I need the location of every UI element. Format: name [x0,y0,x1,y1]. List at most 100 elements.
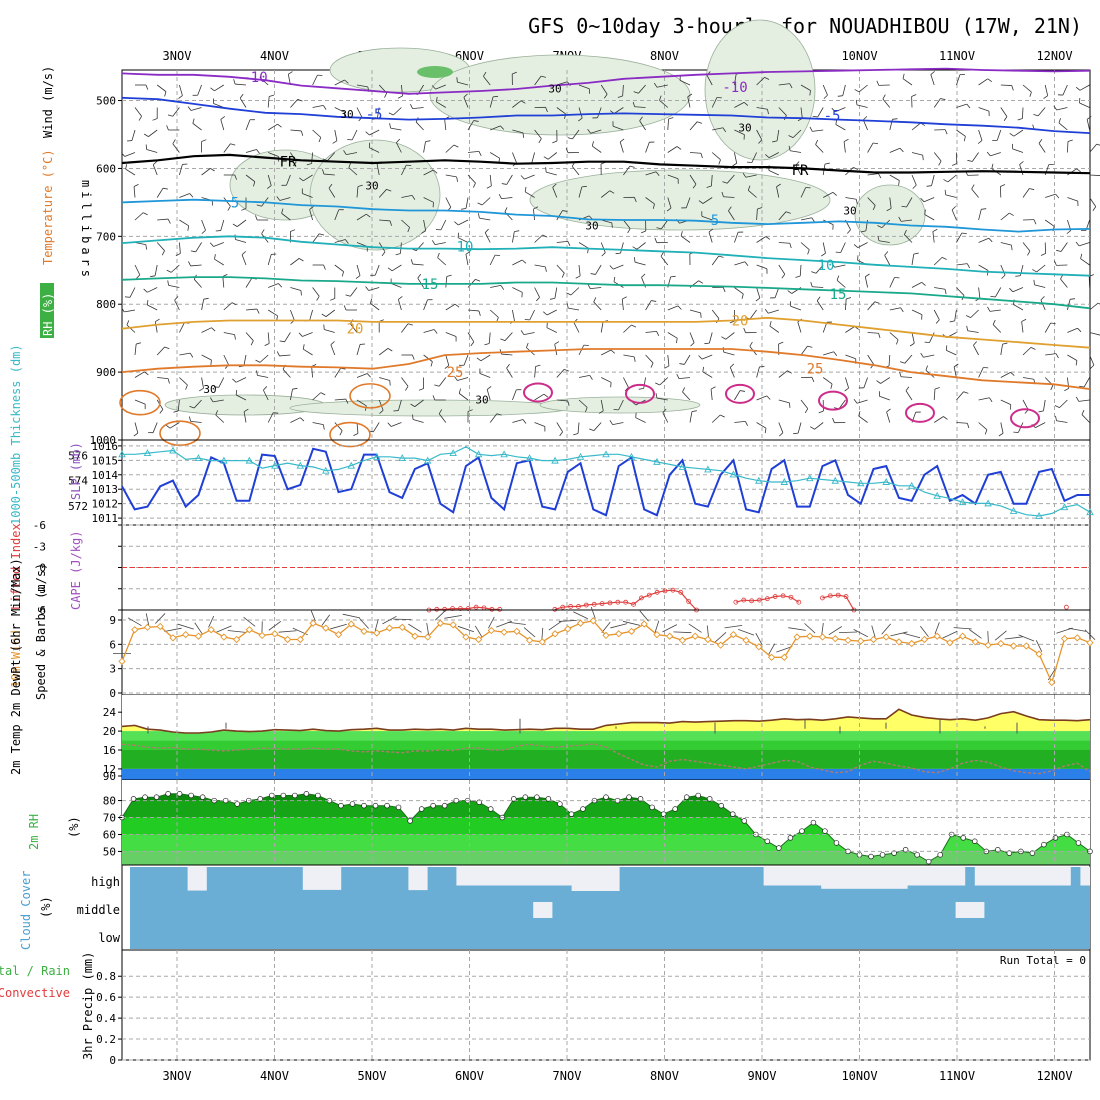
wind-barb [790,305,802,311]
surface-wind-barb [1068,627,1087,632]
wind-barb-flag [453,144,459,148]
wind-barb-flag [321,313,327,317]
wind-barb-flag [749,341,753,347]
wind-barb-flag [900,307,904,313]
wind-barb-flag [984,429,988,435]
thickness-tick-label: 576 [68,450,88,463]
wind-barb [201,299,205,311]
wind-barb-flag [989,397,993,403]
wind-barb-flag [772,140,778,143]
thickness-marker [831,476,840,484]
wind-barb-flag [298,332,303,337]
rh-marker [776,845,782,851]
wind-speed-marker [347,620,355,628]
wind-barb [888,354,891,367]
wind-barb [534,366,536,378]
wind-barb-flag [668,117,674,120]
wind-barb-flag [680,231,683,237]
wind-barb [756,236,767,243]
wind-barb [312,287,320,297]
wind-barb [512,389,517,401]
wind-barb-flag [656,331,660,336]
wind-barb-flag [641,230,646,234]
wind-speed-marker [589,617,597,625]
wind-speed-marker [131,626,139,634]
wind-barb [623,324,632,333]
wind-barb [479,373,491,378]
wind-barb-flag [949,320,955,323]
wind-barb-flag [173,410,179,413]
wind-speed-marker [767,653,776,661]
wind-barb-flag [234,174,237,180]
wind-barb [489,413,498,423]
wind-barb-flag [520,175,525,180]
wind-barb [978,287,981,299]
wind-barb [390,422,402,427]
rh-marker [199,794,206,800]
wind-barb-flag [522,132,524,138]
surface-wind-barb [227,630,246,633]
wind-barb [889,197,892,209]
rh-marker [418,806,425,812]
wind-barb [489,152,500,159]
wind-barb-flag [231,302,237,306]
wind-barb [488,332,491,344]
wind-barb [546,171,557,176]
wind-barb [369,147,380,153]
wind-barb [911,152,923,156]
wind-barb [312,422,324,425]
wind-barb [708,231,713,243]
wind-barb [889,332,899,341]
wind-barb [778,211,787,221]
wind-barb [578,264,581,276]
cloud-gap [763,867,841,886]
rh-shading [164,19,926,417]
wind-barb-flag [465,251,471,255]
wind-barb-flag [690,342,695,347]
wind-barb [401,164,407,176]
wind-barb-flag [345,239,349,244]
wind-barb [169,422,180,429]
wind-barb-flag [1009,287,1014,293]
slp-axis-label: SLP (mb) [69,442,83,500]
wind-barb [845,197,857,200]
tick-label: 16 [103,744,116,757]
wind-barb [953,366,957,378]
temperature-mask [122,695,1090,733]
wind-barb [334,367,341,378]
wind-barb-flag [320,392,326,396]
wind-barb [445,332,457,337]
wind-barb [710,389,713,401]
wind-barb [556,369,565,378]
rh-marker [176,791,183,797]
wind-barb-flag [581,185,587,188]
wind-barb [445,144,455,153]
wind-barb [800,187,807,198]
wind-barb [463,354,469,366]
wind-barb-flag [788,135,794,139]
isotherm-label: -5 [366,107,383,123]
rh-marker [568,811,575,817]
wind-barb-flag [520,100,526,104]
cell-contour [905,402,935,423]
wind-barb [1000,264,1006,276]
wind-barb [334,239,346,243]
rh2m-unit: (%) [67,816,81,838]
wind-barb-flag [566,303,569,309]
wind-barb [393,107,402,116]
wind-barb-flag [653,82,658,88]
surface-wind-barb [474,625,483,638]
wind-speed-marker [857,637,865,645]
wind-barb-flag [234,334,236,340]
wind-barb [201,168,211,176]
wind-barb [835,124,846,131]
wind-barb-flag [456,176,459,182]
wind-barb [863,377,868,388]
wind-barb [776,186,780,198]
wind-barb [933,416,944,423]
wind-barb-flag [1050,385,1054,391]
wind-barb [197,84,202,96]
wind-barb-flag [263,386,268,391]
rh-marker [730,811,736,817]
wind-barb [1044,219,1055,227]
